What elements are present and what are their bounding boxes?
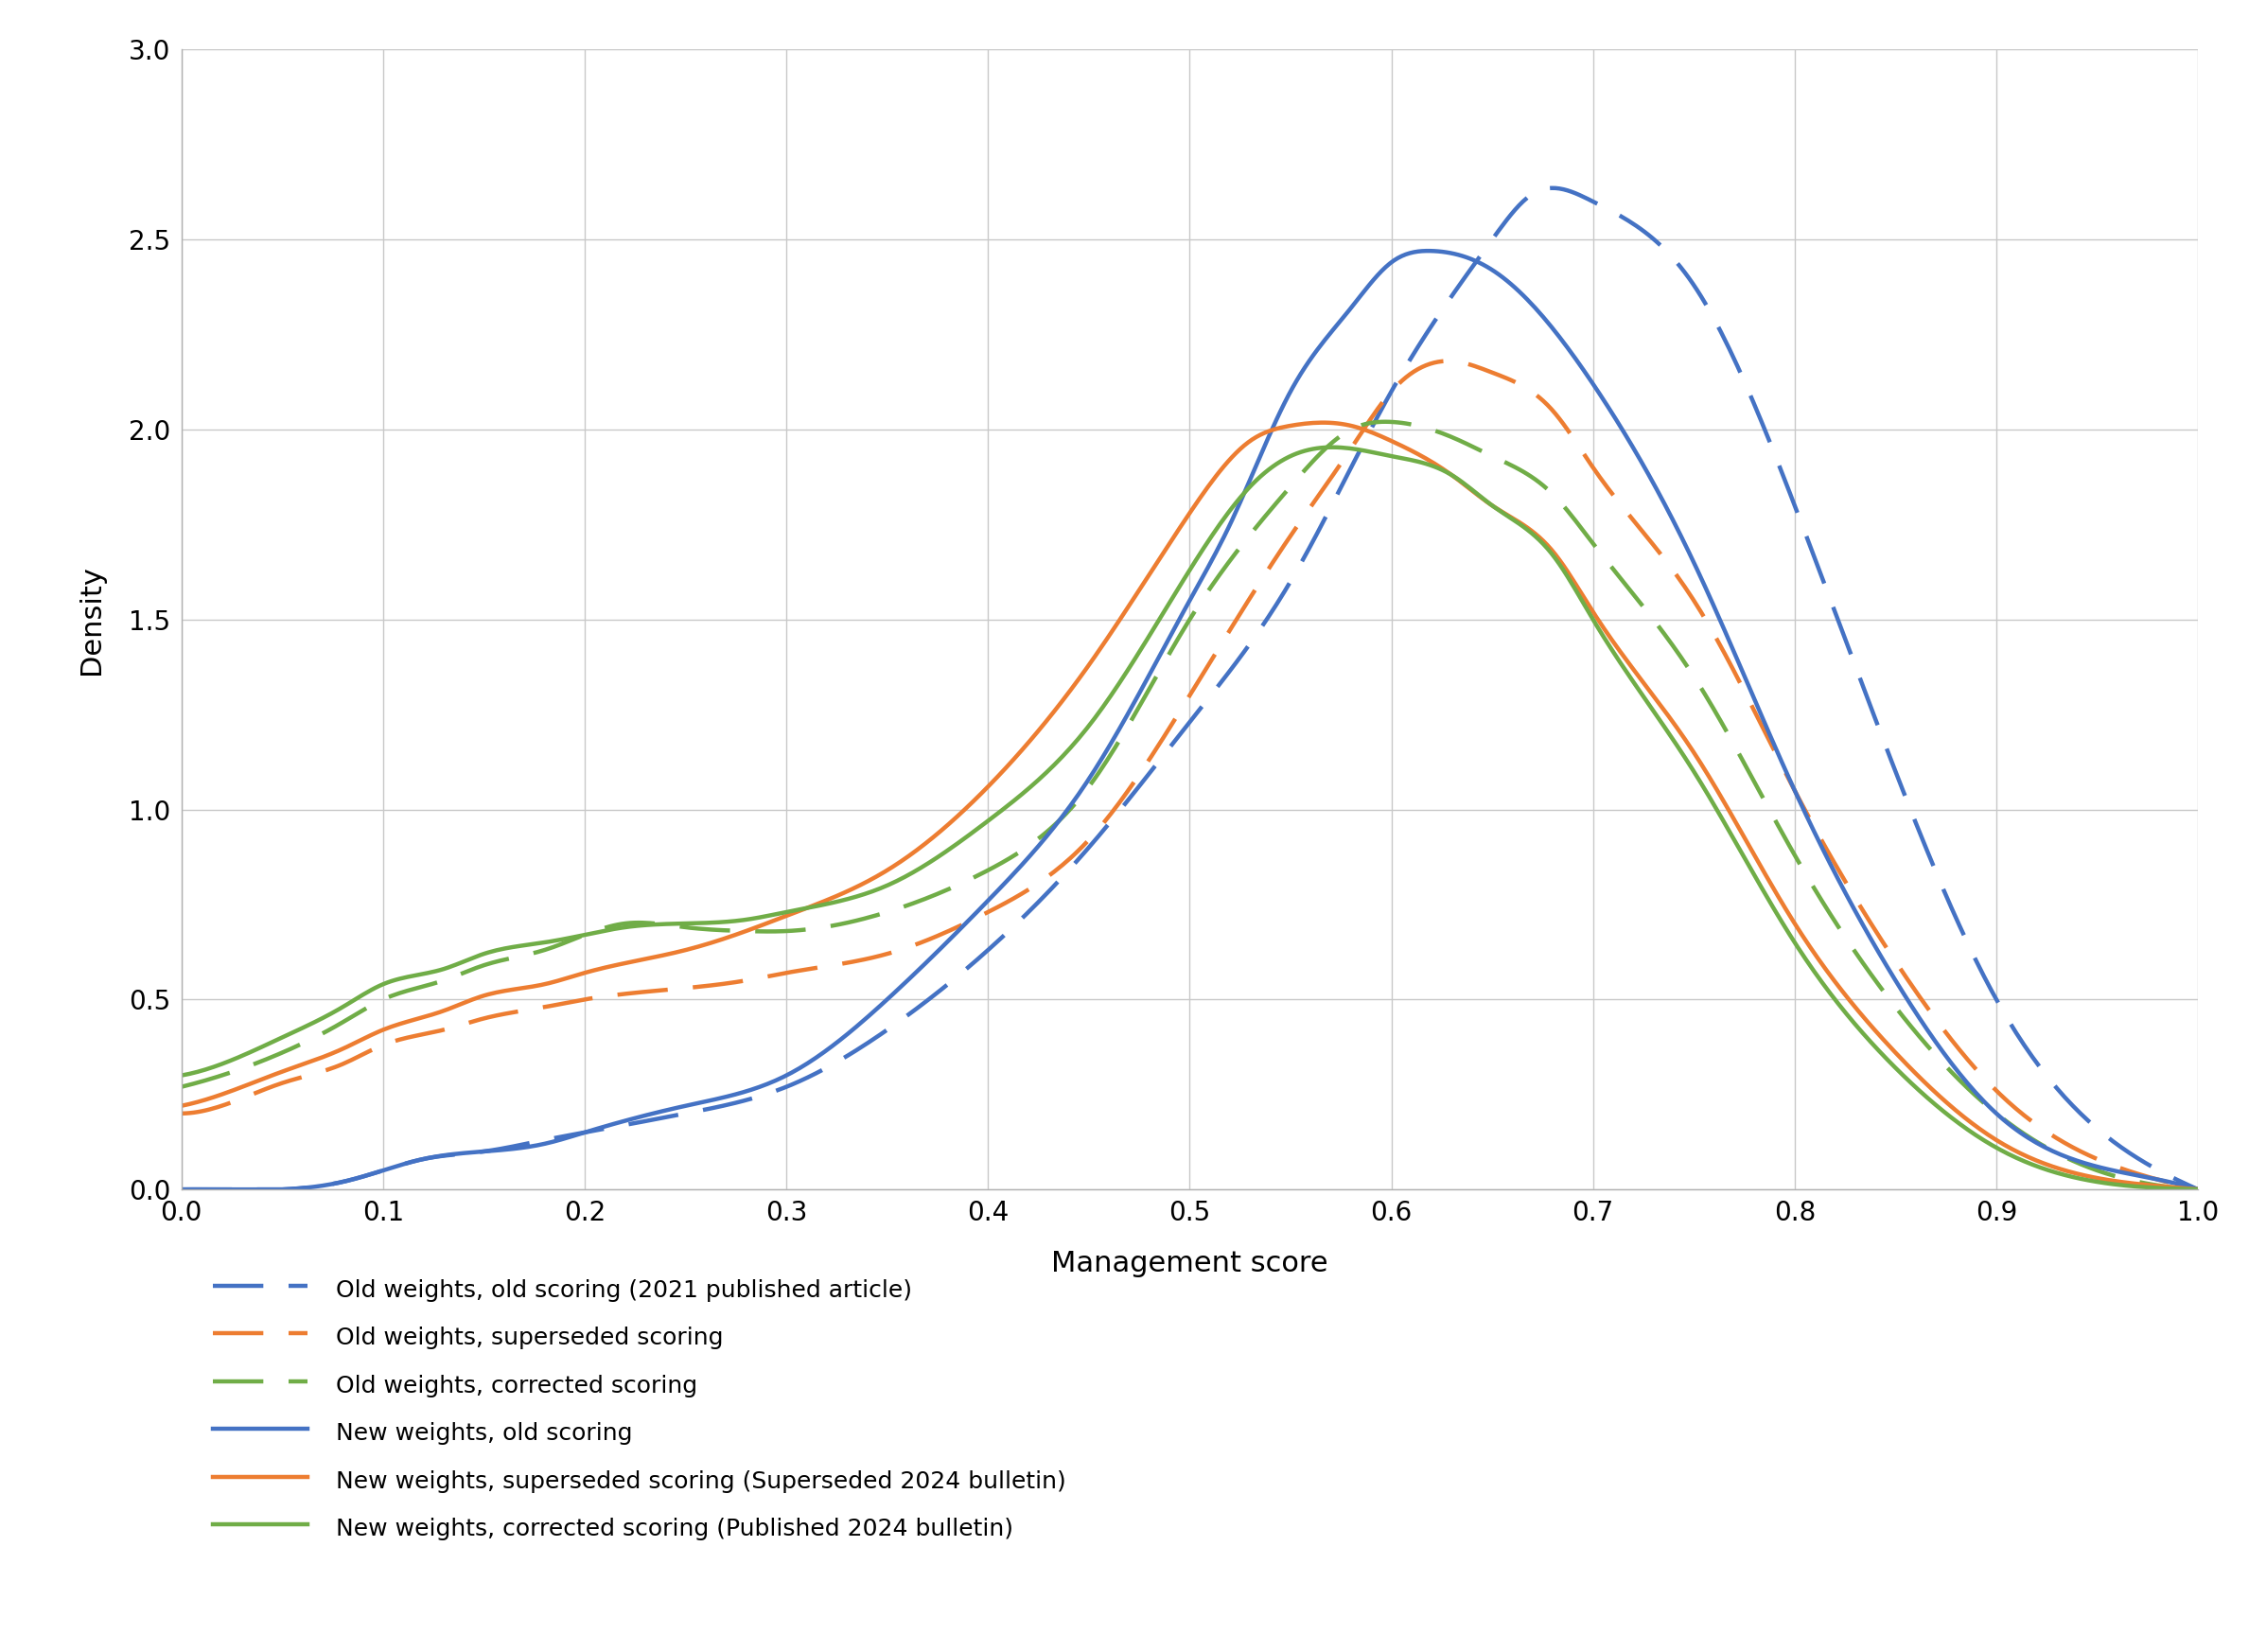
Y-axis label: Density: Density: [77, 565, 104, 674]
Legend: Old weights, old scoring (2021 published article), Old weights, superseded scori: Old weights, old scoring (2021 published…: [213, 1275, 1067, 1543]
X-axis label: Management score: Management score: [1051, 1251, 1328, 1277]
